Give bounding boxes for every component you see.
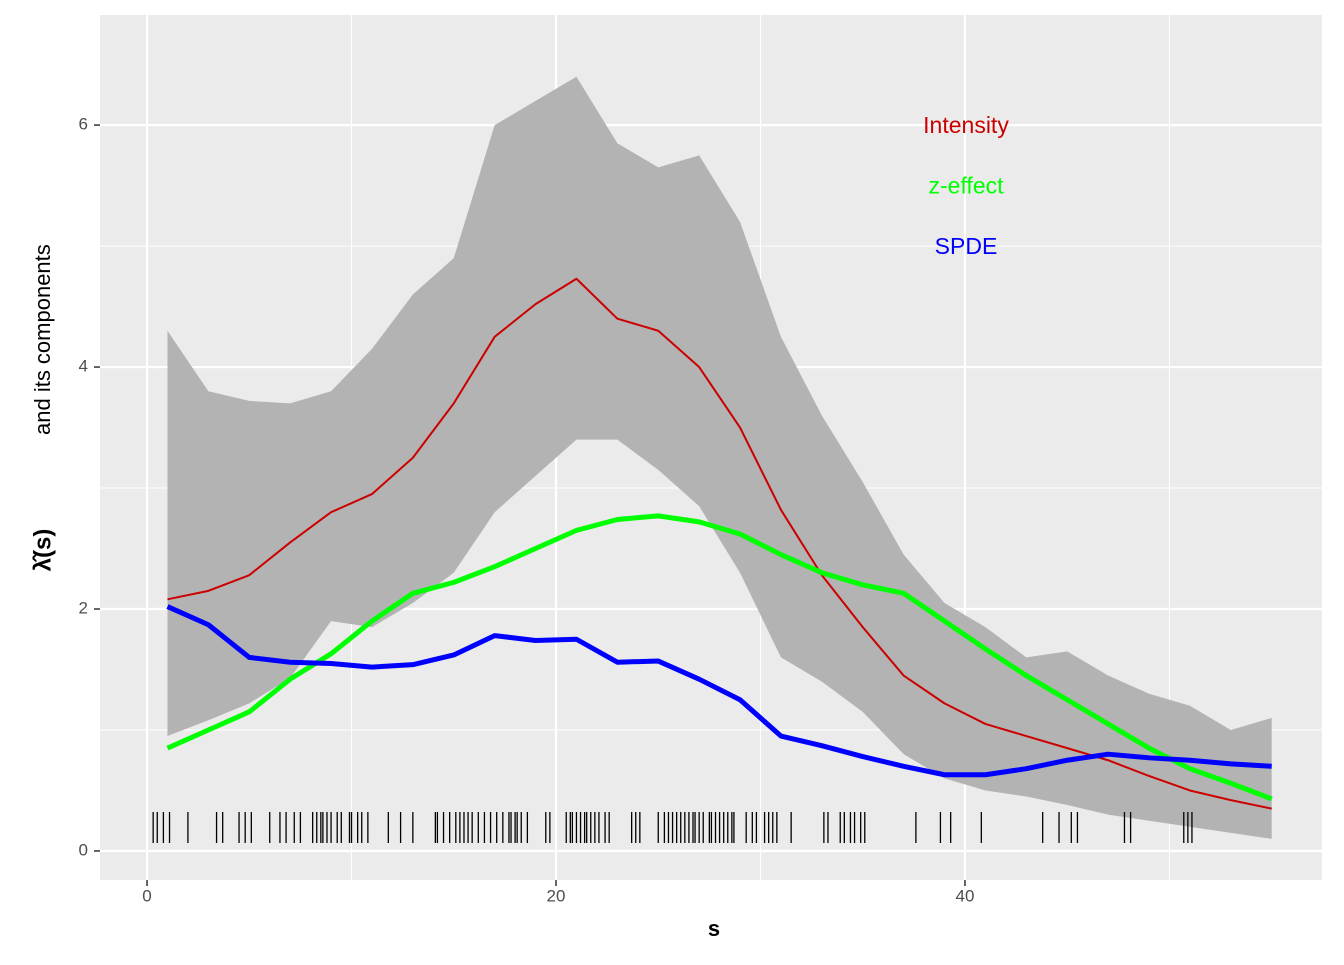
series-line (167, 277, 1272, 810)
y-tick-label: 6 (79, 115, 88, 134)
x-tick-label: 20 (547, 886, 566, 905)
x-axis-title: s (708, 916, 720, 941)
series-line (166, 604, 1272, 778)
y-axis-title-text: and its components (30, 244, 55, 435)
confidence-band (167, 76, 1272, 839)
x-tick-label: 0 (142, 886, 151, 905)
y-tick-label: 2 (79, 598, 88, 617)
series-line (166, 513, 1273, 802)
y-tick-label: 4 (79, 357, 88, 376)
plot-content: Intensity z-effect SPDE (100, 15, 1322, 880)
legend-label: Intensity (923, 112, 1009, 138)
y-axis-title-math: λ̂(s) (29, 529, 56, 572)
legend-label: SPDE (935, 233, 998, 259)
x-tick-label: 40 (956, 886, 975, 905)
y-tick-label: 0 (79, 840, 88, 859)
y-axis-title: λ̂(s) and its components (29, 244, 56, 571)
legend-label: z-effect (929, 173, 1005, 199)
